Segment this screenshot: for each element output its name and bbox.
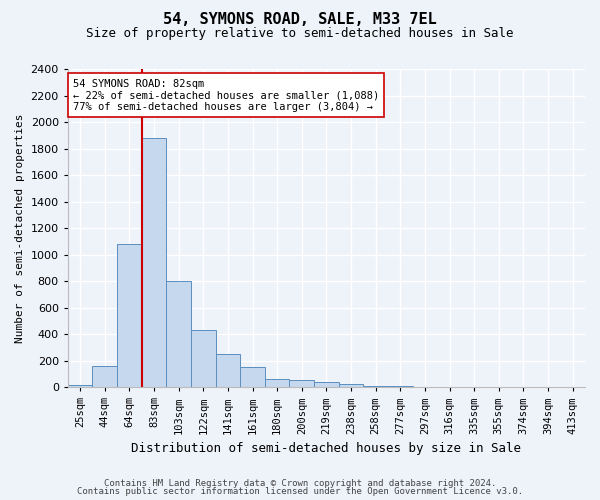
Bar bbox=[142, 138, 166, 387]
Text: 54 SYMONS ROAD: 82sqm
← 22% of semi-detached houses are smaller (1,088)
77% of s: 54 SYMONS ROAD: 82sqm ← 22% of semi-deta… bbox=[73, 78, 379, 112]
Bar bbox=[364, 386, 388, 387]
Bar bbox=[240, 368, 265, 387]
Bar bbox=[265, 378, 289, 387]
Bar bbox=[92, 366, 117, 387]
Bar bbox=[215, 354, 240, 387]
Bar bbox=[117, 244, 142, 387]
Y-axis label: Number of semi-detached properties: Number of semi-detached properties bbox=[15, 114, 25, 343]
X-axis label: Distribution of semi-detached houses by size in Sale: Distribution of semi-detached houses by … bbox=[131, 442, 521, 455]
Text: 54, SYMONS ROAD, SALE, M33 7EL: 54, SYMONS ROAD, SALE, M33 7EL bbox=[163, 12, 437, 28]
Text: Size of property relative to semi-detached houses in Sale: Size of property relative to semi-detach… bbox=[86, 28, 514, 40]
Bar bbox=[191, 330, 215, 387]
Bar bbox=[339, 384, 364, 387]
Bar bbox=[68, 385, 92, 387]
Bar bbox=[314, 382, 339, 387]
Text: Contains HM Land Registry data © Crown copyright and database right 2024.: Contains HM Land Registry data © Crown c… bbox=[104, 478, 496, 488]
Bar bbox=[166, 281, 191, 387]
Bar bbox=[388, 386, 413, 387]
Text: Contains public sector information licensed under the Open Government Licence v3: Contains public sector information licen… bbox=[77, 487, 523, 496]
Bar bbox=[289, 380, 314, 387]
